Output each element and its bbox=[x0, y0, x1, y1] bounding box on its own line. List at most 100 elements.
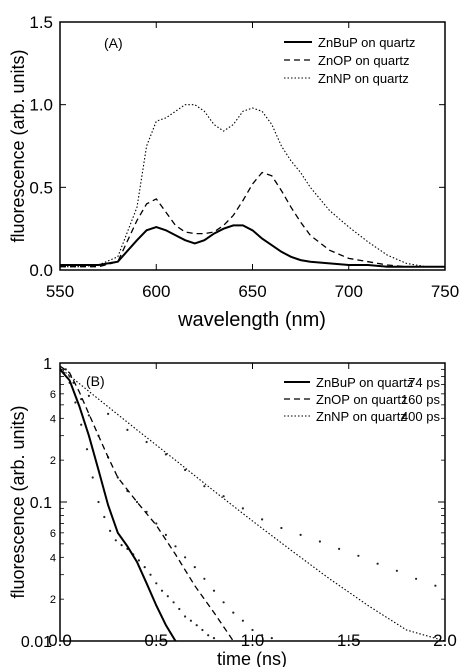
panel-b-fit-line-2 bbox=[59, 367, 446, 642]
panel-b-data-point-0 bbox=[201, 628, 204, 632]
panel-a-series-line-1 bbox=[60, 171, 445, 268]
panel-a-ytick-label: 1.5 bbox=[29, 13, 53, 32]
panel-b-data-point-1 bbox=[87, 414, 90, 417]
panel-b-data-point-1 bbox=[232, 611, 235, 614]
panel-b-data-point-1 bbox=[174, 545, 177, 548]
panel-b-data-point-0 bbox=[172, 601, 175, 604]
panel-b-data-point-1 bbox=[184, 556, 187, 559]
panel-b-data-point-2 bbox=[145, 440, 148, 444]
panel-b-data-point-0 bbox=[212, 637, 216, 640]
panel-b-ytick-minor-label: 4 bbox=[50, 413, 56, 425]
panel-b-data-point-2 bbox=[68, 375, 71, 378]
panel-b-data-point-2 bbox=[107, 412, 110, 415]
panel-b-data-point-0 bbox=[160, 589, 164, 592]
panel-b-data-point-1 bbox=[251, 628, 254, 632]
panel-b-data-point-0 bbox=[91, 476, 94, 479]
panel-b-data-point-2 bbox=[261, 518, 264, 521]
panel-b-data-point-0 bbox=[114, 539, 117, 542]
panel-b-legend-label: ZnBuP on quartz bbox=[316, 375, 413, 390]
panel-b-data-point-1 bbox=[212, 589, 216, 592]
panel-b-data-point-2 bbox=[318, 540, 321, 543]
panel-b-data-point-1 bbox=[64, 368, 67, 371]
panel-b-ytick-minor-label: 6 bbox=[50, 389, 56, 401]
panel-b-fit-line-1 bbox=[59, 365, 234, 642]
panel-b-data-point-0 bbox=[195, 624, 198, 627]
panel-b-data-point-2 bbox=[184, 468, 187, 472]
panel-b-data-point-0 bbox=[207, 634, 210, 637]
panel-b-data-point-2 bbox=[357, 554, 360, 557]
panel-b-ylabel: fluorescence (arb. units) bbox=[8, 405, 28, 598]
panel-b-data-point-0 bbox=[80, 423, 83, 426]
panel-b-data-point-1 bbox=[164, 533, 167, 537]
panel-b-legend-lifetime: 400 ps bbox=[401, 409, 441, 424]
panel-b-data-point-1 bbox=[193, 566, 196, 569]
panel-b-ytick-label: 0.1 bbox=[30, 495, 52, 512]
panel-b-data-point-2 bbox=[164, 453, 167, 456]
panel-b-legend-label: ZnOP on quartz bbox=[316, 392, 408, 407]
panel-b-data-point-2 bbox=[203, 485, 206, 488]
panel-b-legend-lifetime: 160 ps bbox=[401, 392, 441, 407]
panel-b-data-point-0 bbox=[166, 595, 169, 598]
panel-b-xtick-label: 1.0 bbox=[241, 631, 265, 650]
panel-b-data-point-2 bbox=[395, 569, 398, 572]
panel-b-data-point-1 bbox=[155, 522, 158, 525]
panel-b-label: (B) bbox=[86, 373, 105, 389]
panel-b-data-point-0 bbox=[85, 448, 89, 451]
panel-a-xtick-label: 650 bbox=[238, 282, 266, 301]
panel-b-data-point-1 bbox=[241, 619, 244, 622]
panel-a-legend: ZnBuP on quartz ZnOP on quartz ZnNP on qua… bbox=[284, 35, 415, 86]
panel-b-data-point-1 bbox=[222, 601, 225, 604]
panel-a-label: (A) bbox=[104, 35, 123, 51]
panel-b-legend-label: ZnNP on quartz bbox=[316, 409, 407, 424]
panel-b-data-point-2 bbox=[241, 507, 244, 510]
panel-a-xtick-label: 600 bbox=[142, 282, 170, 301]
panel-b-data-point-0 bbox=[184, 615, 187, 618]
panel-b-ytick-label: 1 bbox=[43, 356, 52, 373]
panel-a-series-line-0 bbox=[60, 224, 445, 268]
panel-a-legend-label: ZnNP on quartz bbox=[318, 71, 409, 86]
panel-b-xtick-label: 1.5 bbox=[337, 631, 361, 650]
panel-a-spectra: 550 600 650 700 750 0.0 0.5 1.0 1.5 (A) ZnBuP on… bbox=[8, 13, 459, 331]
panel-b-data-point-1 bbox=[116, 476, 119, 479]
panel-b-data-point-2 bbox=[338, 547, 341, 551]
panel-b-xtick-label: 0.5 bbox=[144, 631, 168, 650]
panel-a-xtick-label: 550 bbox=[46, 282, 74, 301]
panel-a-ytick-label: 1.0 bbox=[29, 96, 53, 115]
panel-b-ytick-minor-label: 4 bbox=[50, 552, 56, 564]
panel-b-ytick-minor-label: 2 bbox=[50, 594, 56, 606]
panel-b-ytick-minor-label: 6 bbox=[50, 528, 56, 540]
panel-b-fit-line-0 bbox=[59, 368, 177, 642]
panel-b-legend-lifetime: 74 ps bbox=[408, 375, 440, 390]
panel-b-data-point-1 bbox=[135, 500, 139, 504]
panel-b-data-point-0 bbox=[109, 529, 112, 533]
panel-b-data-point-0 bbox=[178, 607, 181, 611]
panel-b-data-point-0 bbox=[103, 515, 106, 519]
panel-b-data-point-2 bbox=[87, 394, 90, 397]
panel-b-data-point-1 bbox=[261, 634, 264, 637]
panel-a-xtick-label: 700 bbox=[335, 282, 363, 301]
panel-b-data-point-1 bbox=[270, 637, 273, 640]
panel-b-data-point-2 bbox=[299, 533, 302, 537]
panel-a-xtick-label: 750 bbox=[431, 282, 459, 301]
panel-b-data-point-0 bbox=[143, 566, 146, 569]
panel-a-ticks: 550 600 650 700 750 0.0 0.5 1.0 1.5 bbox=[29, 13, 459, 301]
panel-b-data-point-2 bbox=[126, 428, 129, 431]
panel-b-data-point-0 bbox=[189, 619, 192, 622]
panel-a-series bbox=[60, 104, 445, 268]
panel-b-data-point-2 bbox=[280, 526, 283, 530]
panel-a-xlabel: wavelength (nm) bbox=[177, 309, 326, 331]
panel-a-series-line-2 bbox=[60, 104, 445, 268]
panel-b-data-point-2 bbox=[415, 577, 418, 580]
panel-a-ylabel: fluorescence (arb. units) bbox=[8, 49, 28, 242]
panel-b-ytick-label: 0.01 bbox=[21, 634, 52, 651]
panel-b-data-point-0 bbox=[137, 559, 140, 562]
panel-b-data-point-0 bbox=[74, 401, 77, 404]
panel-a-legend-label: ZnBuP on quartz bbox=[318, 35, 415, 50]
panel-b-fit-lines bbox=[59, 365, 446, 642]
panel-b-data-point-2 bbox=[222, 495, 225, 498]
panel-b-data-point-1 bbox=[203, 577, 206, 580]
